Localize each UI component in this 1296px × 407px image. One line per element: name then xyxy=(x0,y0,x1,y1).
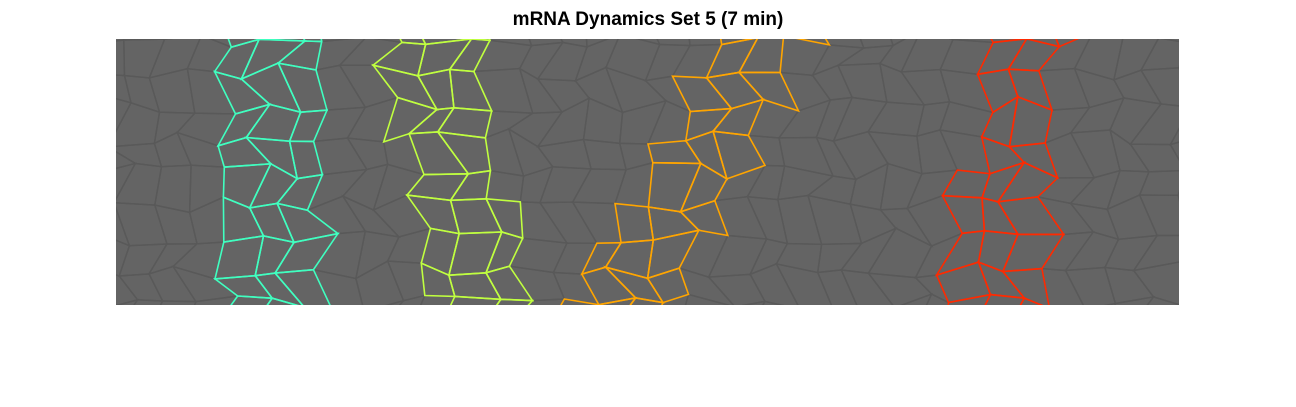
stripe-1-cell xyxy=(230,295,274,305)
background-cell xyxy=(1146,296,1179,305)
stripe-3-cell xyxy=(646,267,690,304)
background-cell xyxy=(116,97,133,133)
background-cell xyxy=(1138,194,1179,237)
stripe-3-cell xyxy=(711,130,767,180)
background-cell xyxy=(1139,67,1179,107)
background-cell xyxy=(925,293,950,305)
background-cell xyxy=(116,162,137,201)
stripe-3-cell xyxy=(597,296,638,305)
background-cell xyxy=(816,269,858,305)
background-cell xyxy=(775,262,833,305)
background-cell xyxy=(741,300,767,305)
background-cell xyxy=(193,295,240,305)
stripe-1-cell xyxy=(273,268,331,305)
stripe-2-cell xyxy=(449,295,503,305)
stripe-3-cell xyxy=(560,298,601,305)
background-cell xyxy=(900,292,933,305)
background-cell xyxy=(1129,143,1179,173)
background-cell xyxy=(398,294,426,305)
background-cell xyxy=(1132,261,1179,305)
stripe-3-cell xyxy=(629,297,665,305)
tissue-background xyxy=(116,39,1179,305)
stripe-2-cell xyxy=(495,298,535,305)
stripe-4-cell xyxy=(1001,267,1050,305)
background-cell xyxy=(116,298,140,305)
stripe-3-cell xyxy=(679,199,730,237)
background-cell xyxy=(385,299,406,305)
background-cell xyxy=(1168,127,1179,146)
stripe-1-cell xyxy=(253,272,304,305)
stripe-3-cell xyxy=(737,71,801,113)
background-cell xyxy=(684,293,731,305)
tissue-image xyxy=(116,39,1179,305)
background-cell xyxy=(1139,39,1179,71)
stripe-cell-layer xyxy=(212,39,1080,305)
background-cell xyxy=(1132,234,1179,272)
figure-title: mRNA Dynamics Set 5 (7 min) xyxy=(512,9,784,30)
stripe-4-cell xyxy=(1019,297,1044,305)
stripe-3-cell xyxy=(795,39,831,47)
background-cell xyxy=(527,298,566,305)
background-cell xyxy=(1114,295,1156,305)
stripe-4-cell xyxy=(984,293,1026,305)
stripe-1-cell xyxy=(266,297,299,305)
background-cell xyxy=(133,299,164,305)
background-cell xyxy=(840,269,894,305)
background-cell xyxy=(749,263,799,305)
background-cell xyxy=(159,300,197,305)
stripe-4-cell xyxy=(947,293,992,305)
